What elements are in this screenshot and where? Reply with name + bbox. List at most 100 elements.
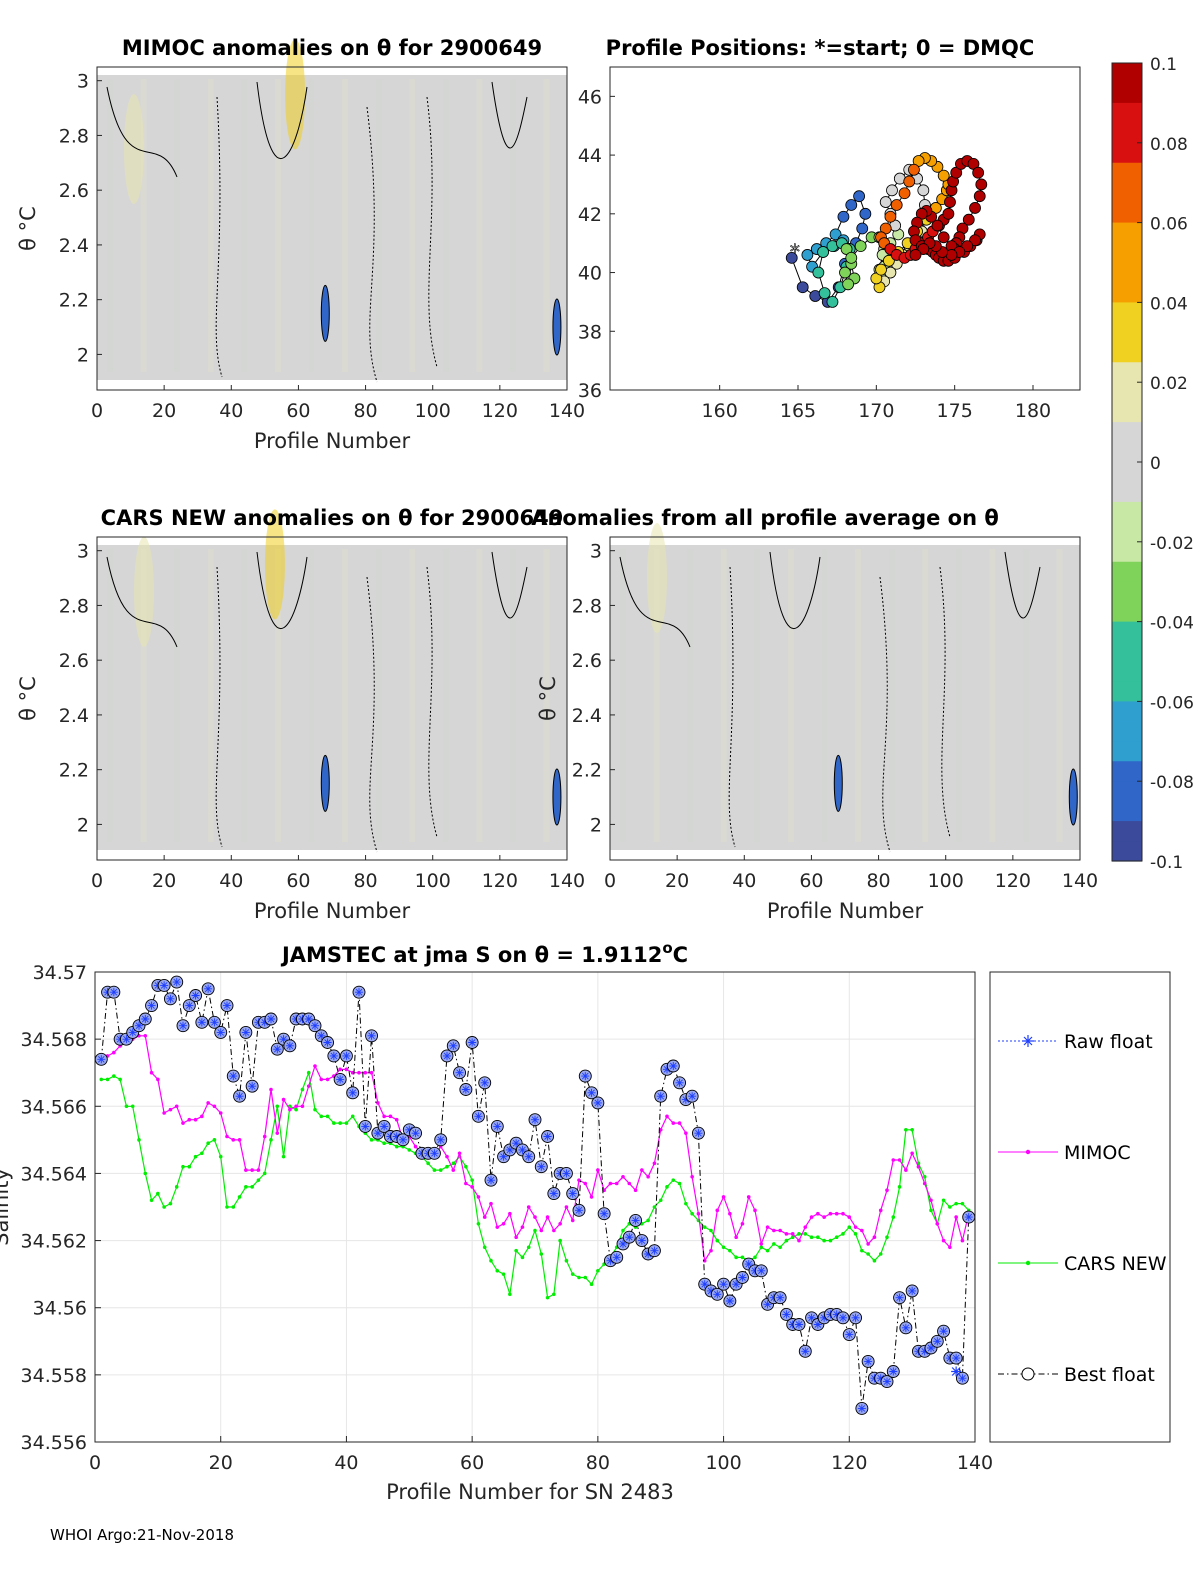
best-float-point bbox=[214, 1025, 228, 1039]
raw-float-star-overlay bbox=[669, 1062, 678, 1070]
cars-new-point bbox=[941, 1198, 946, 1203]
colorbar-segment bbox=[1112, 641, 1142, 663]
profile-position-point bbox=[969, 202, 981, 214]
cars-new-point bbox=[294, 1107, 298, 1112]
cars-new-point bbox=[501, 1272, 506, 1276]
raw-float-star-overlay bbox=[248, 1082, 257, 1091]
raw-float-star-overlay bbox=[675, 1078, 684, 1087]
best-float-point bbox=[717, 1277, 731, 1291]
cars-new-point bbox=[344, 1121, 349, 1125]
heatmap-band bbox=[274, 79, 281, 372]
raw-float-star-overlay bbox=[323, 1038, 332, 1047]
raw-float-star-overlay bbox=[135, 1021, 143, 1030]
mimoc-point bbox=[149, 1070, 154, 1075]
anomaly-blob bbox=[320, 754, 330, 812]
raw-float-star-overlay bbox=[839, 1313, 847, 1322]
colorbar-segment bbox=[1112, 481, 1142, 503]
heatmap-band bbox=[174, 549, 181, 842]
mimoc-point bbox=[262, 1134, 267, 1139]
cars-new-point bbox=[112, 1074, 116, 1078]
mimoc-point bbox=[225, 1134, 229, 1139]
colorbar-segment bbox=[1112, 182, 1142, 204]
best-float-point bbox=[138, 1012, 152, 1026]
profile-position-point bbox=[826, 296, 839, 308]
cars-new-point bbox=[156, 1191, 160, 1196]
cars-new-point bbox=[130, 1104, 135, 1109]
cars-new-point bbox=[545, 1295, 550, 1300]
title-superscript: o bbox=[662, 939, 672, 957]
mimoc-point bbox=[790, 1232, 795, 1236]
x-tick-label: 140 bbox=[549, 400, 585, 422]
cars-new-point bbox=[596, 1268, 600, 1273]
colorbar-segment bbox=[1112, 521, 1142, 543]
best-float-point bbox=[937, 1324, 951, 1338]
cars-new-point bbox=[570, 1272, 575, 1276]
anomaly-blob bbox=[320, 284, 330, 342]
colorbar-segment bbox=[1112, 442, 1142, 463]
colorbar-segment bbox=[1112, 661, 1142, 683]
mimoc-point bbox=[319, 1077, 324, 1082]
colorbar-segment bbox=[1112, 761, 1142, 782]
x-tick-label: 20 bbox=[209, 1452, 233, 1474]
cars-new-point bbox=[407, 1148, 412, 1152]
profile-position-point bbox=[859, 207, 872, 220]
raw-float-star-overlay bbox=[493, 1122, 502, 1131]
y-tick-label: 34.558 bbox=[21, 1365, 87, 1387]
mimoc-point bbox=[897, 1158, 902, 1162]
mimoc-point bbox=[464, 1181, 468, 1186]
profile-position-point bbox=[917, 243, 930, 255]
colorbar-segment bbox=[1112, 561, 1142, 583]
cars-new-point bbox=[306, 1070, 311, 1075]
colorbar-segment bbox=[1112, 462, 1142, 483]
cars-new-point bbox=[954, 1201, 958, 1206]
contour-line-dotted bbox=[426, 566, 438, 838]
heatmap-band bbox=[274, 549, 281, 842]
mimoc-point bbox=[596, 1168, 600, 1172]
best-float-point bbox=[157, 978, 171, 992]
panel-title: Profile Positions: *=start; 0 = DMQC bbox=[606, 36, 1035, 60]
heatmap-band bbox=[375, 79, 382, 372]
cars-new-point bbox=[225, 1205, 229, 1209]
raw-float-star-overlay bbox=[719, 1280, 728, 1289]
mimoc-point bbox=[583, 1181, 588, 1186]
mimoc-point bbox=[746, 1195, 751, 1199]
best-float-point bbox=[855, 1401, 869, 1415]
best-float-point bbox=[572, 1203, 586, 1217]
best-float-point bbox=[176, 1019, 190, 1033]
colorbar-segment bbox=[1112, 162, 1142, 184]
raw-float-star-overlay bbox=[329, 1051, 338, 1060]
profile-position-point bbox=[961, 240, 974, 253]
colorbar-segment bbox=[1112, 122, 1142, 144]
x-tick-label: 60 bbox=[286, 870, 310, 892]
colorbar-segment bbox=[1112, 242, 1142, 264]
best-float-point bbox=[528, 1113, 542, 1127]
cars-new-point bbox=[394, 1144, 399, 1149]
mimoc-point bbox=[929, 1198, 933, 1203]
raw-float-star-overlay bbox=[273, 1045, 282, 1054]
x-tick-label: 100 bbox=[928, 870, 964, 892]
profile-position-point bbox=[801, 249, 814, 261]
panel-title: CARS NEW anomalies on θ for 2900649 bbox=[101, 506, 564, 530]
raw-float-star-overlay bbox=[801, 1347, 810, 1356]
heatmap-band bbox=[342, 79, 349, 372]
best-float-point bbox=[685, 1089, 699, 1103]
raw-float-star-overlay bbox=[179, 1021, 187, 1030]
profile-position-point bbox=[853, 190, 865, 203]
x-tick-label: 20 bbox=[152, 870, 176, 892]
cars-new-point bbox=[369, 1138, 374, 1142]
cars-new-point bbox=[124, 1104, 129, 1109]
heatmap-band bbox=[922, 549, 929, 842]
raw-float-star-overlay bbox=[204, 984, 213, 993]
contour-line bbox=[256, 551, 308, 630]
mimoc-point bbox=[816, 1211, 820, 1216]
raw-float-star-overlay bbox=[688, 1092, 697, 1101]
mimoc-point bbox=[809, 1215, 814, 1219]
cars-new-point bbox=[319, 1114, 324, 1119]
profile-position-point bbox=[839, 266, 851, 279]
cars-new-point bbox=[508, 1292, 512, 1297]
panel-profile-positions: * 160 165 170 175 180 36 38 40 42 44 46 Profile Posi… bbox=[578, 36, 1081, 422]
axes-box bbox=[609, 536, 1081, 861]
heatmap-band bbox=[855, 549, 862, 842]
mimoc-point bbox=[608, 1181, 613, 1186]
raw-float-star-overlay bbox=[933, 1337, 942, 1346]
